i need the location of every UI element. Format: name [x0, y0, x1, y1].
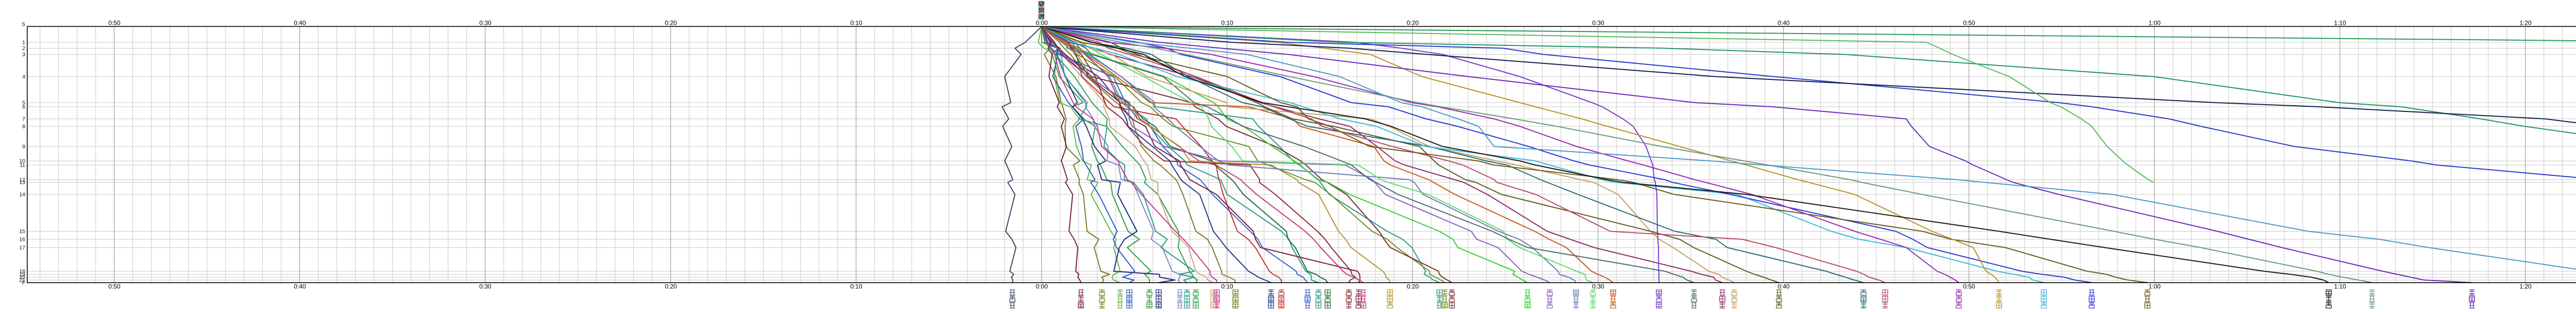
svg-text:15: 15	[19, 228, 25, 235]
svg-text:9: 9	[22, 144, 25, 150]
svg-text:4: 4	[22, 74, 25, 80]
svg-text:0:50: 0:50	[108, 20, 121, 27]
svg-text:S: S	[22, 22, 25, 28]
svg-text:0:30: 0:30	[1592, 20, 1604, 27]
svg-text:17: 17	[19, 245, 25, 251]
svg-text:0:20: 0:20	[665, 20, 677, 27]
svg-text:0:10: 0:10	[850, 20, 862, 27]
svg-text:6: 6	[22, 104, 25, 110]
svg-text:0:10: 0:10	[1221, 20, 1233, 27]
svg-text:19: 19	[19, 272, 25, 278]
svg-text:0:50: 0:50	[1963, 283, 1975, 290]
svg-text:0:40: 0:40	[294, 20, 306, 27]
svg-text:5: 5	[22, 100, 25, 106]
svg-text:1:10: 1:10	[2334, 283, 2346, 290]
svg-text:21: 21	[19, 277, 25, 284]
svg-text:0:30: 0:30	[1592, 283, 1604, 290]
svg-text:10: 10	[19, 158, 25, 165]
svg-text:0:30: 0:30	[479, 20, 492, 27]
svg-text:13: 13	[19, 179, 25, 186]
svg-text:0:00: 0:00	[1036, 20, 1048, 27]
svg-text:11: 11	[20, 162, 25, 169]
svg-text:1: 1	[22, 40, 25, 46]
svg-text:7: 7	[22, 116, 25, 122]
svg-text:14: 14	[19, 192, 25, 198]
svg-text:0:40: 0:40	[1777, 283, 1790, 290]
svg-text:0:40: 0:40	[1777, 20, 1790, 27]
svg-text:0:50: 0:50	[108, 283, 121, 290]
svg-text:1:00: 1:00	[2148, 283, 2161, 290]
svg-text:3: 3	[22, 52, 25, 58]
svg-text:0:40: 0:40	[294, 283, 306, 290]
svg-text:1:20: 1:20	[2519, 20, 2532, 27]
svg-text:1:20: 1:20	[2519, 283, 2532, 290]
svg-text:F: F	[22, 280, 25, 286]
svg-text:0:20: 0:20	[1406, 283, 1419, 290]
svg-text:0:10: 0:10	[1221, 283, 1233, 290]
svg-text:0:20: 0:20	[1406, 20, 1419, 27]
svg-text:1:00: 1:00	[2148, 20, 2161, 27]
svg-text:16: 16	[19, 237, 25, 243]
svg-text:0:00: 0:00	[1036, 283, 1048, 290]
svg-text:0:30: 0:30	[479, 283, 492, 290]
svg-text:0:10: 0:10	[850, 283, 862, 290]
svg-text:8: 8	[22, 124, 25, 130]
svg-text:2: 2	[22, 45, 25, 52]
svg-text:1:10: 1:10	[2334, 20, 2346, 27]
svg-text:18: 18	[19, 269, 25, 275]
svg-text:12: 12	[19, 177, 25, 183]
svg-text:0:50: 0:50	[1963, 20, 1975, 27]
svg-text:20: 20	[19, 274, 25, 281]
svg-text:0:20: 0:20	[665, 283, 677, 290]
